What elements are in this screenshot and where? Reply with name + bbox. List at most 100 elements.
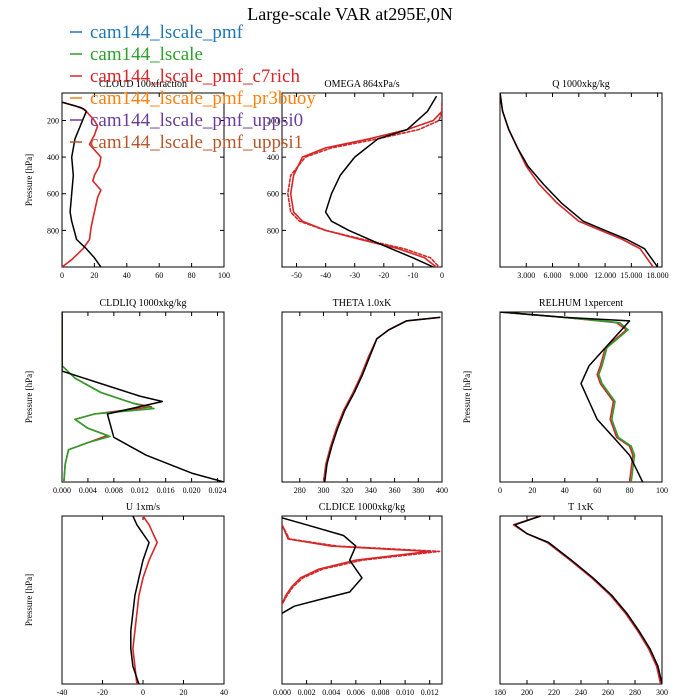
x-tick-label: 0.004: [322, 688, 340, 697]
series-group: [500, 312, 644, 482]
x-tick-label: 100: [218, 271, 230, 280]
x-tick-label: 340: [365, 486, 377, 495]
y-tick-label: 200: [267, 116, 279, 125]
plot-frame: [499, 515, 663, 685]
panel-4: 0.000 0.004 0.008 0.012 0.016 0.020 0.024 CLDLI…: [24, 298, 227, 495]
x-tick-label: 240: [575, 688, 587, 697]
plot-frame: [281, 515, 443, 685]
legend-entry-label: cam144_lscale_pmf_uppsi1: [90, 132, 303, 153]
x-tick-label: 200: [521, 688, 533, 697]
x-tick-label: -30: [349, 271, 360, 280]
series-line-3: [282, 517, 363, 615]
series-line-1: [512, 516, 662, 684]
panel-title: THETA 1.0xK: [333, 298, 392, 309]
x-tick-label: 60: [593, 486, 601, 495]
x-tick-label: 80: [626, 486, 634, 495]
x-tick-label: 0: [498, 486, 502, 495]
x-tick-label: 380: [412, 486, 424, 495]
y-axis-label: Pressure [hPa]: [24, 371, 34, 423]
x-tick-label: 12.000: [594, 271, 616, 280]
plot-frame: [61, 515, 225, 685]
panel-6: 0 20 40 60 80 100 RELHUM 1xpercent Pressure [hP…: [462, 298, 668, 495]
x-tick-label: -10: [408, 271, 419, 280]
x-tick-label: 180: [494, 688, 506, 697]
x-tick-label: 0: [60, 271, 64, 280]
y-tick-label: 800: [47, 226, 59, 235]
series-line-2: [286, 101, 442, 267]
x-tick-label: 20: [528, 486, 536, 495]
panel-title: U 1xm/s: [126, 502, 160, 513]
x-tick-label: 40: [561, 486, 569, 495]
series-line-1: [289, 101, 442, 267]
x-tick-label: 9.000: [570, 271, 588, 280]
plot-frame: [499, 92, 663, 268]
x-tick-label: 6.000: [544, 271, 562, 280]
series-line-1: [500, 312, 634, 482]
x-tick-label: 0.016: [157, 486, 175, 495]
y-axis-label: Pressure [hPa]: [24, 574, 34, 626]
x-tick-label: 40: [123, 271, 131, 280]
series-line-2: [282, 523, 441, 606]
x-tick-label: 400: [436, 486, 448, 495]
x-tick-label: 300: [656, 688, 668, 697]
panel-title: T 1xK: [568, 502, 594, 513]
panel-9: 180 200 220 240 260 280 300 T 1xK: [494, 502, 668, 697]
x-tick-label: 280: [294, 486, 306, 495]
x-tick-label: 0: [141, 688, 145, 697]
legend-entry-label: cam144_lscale_pmf_pr3buoy: [90, 88, 316, 109]
x-tick-label: 320: [341, 486, 353, 495]
legend-entry-label: cam144_lscale_pmf: [90, 22, 244, 43]
x-tick-label: -40: [320, 271, 331, 280]
x-tick-label: 0.012: [131, 486, 149, 495]
panel-title: Q 1000xkg/kg: [552, 79, 610, 90]
series-line-2: [514, 516, 662, 684]
panel-8: 0.000 0.002 0.004 0.006 0.008 0.010 0.012 CLDIC…: [273, 502, 443, 697]
series-line-2: [500, 312, 636, 482]
panel-title: CLDLIQ 1000xkg/kg: [100, 298, 187, 309]
series-line-3: [500, 312, 644, 482]
series-group: [282, 517, 441, 615]
x-tick-label: 0: [440, 271, 444, 280]
panel-title: RELHUM 1xpercent: [539, 298, 623, 309]
x-tick-label: 0.002: [298, 688, 316, 697]
figure-title: Large-scale VAR at295E,0N: [247, 4, 452, 24]
x-tick-label: 100: [656, 486, 668, 495]
series-line-2: [323, 316, 441, 482]
x-tick-label: -20: [97, 688, 108, 697]
legend-entry-label: cam144_lscale_pmf_c7rich: [90, 66, 300, 87]
x-tick-label: 300: [317, 486, 329, 495]
x-tick-label: -50: [291, 271, 302, 280]
x-tick-label: 0.008: [371, 688, 389, 697]
x-tick-label: 0.006: [347, 688, 365, 697]
series-line-2: [62, 101, 102, 267]
x-tick-label: 0.000: [273, 688, 291, 697]
y-axis-label: Pressure [hPa]: [462, 371, 472, 423]
y-axis-label: Pressure [hPa]: [24, 154, 34, 206]
series-group: [512, 516, 662, 684]
x-tick-label: 0.024: [209, 486, 227, 495]
panel-title: OMEGA 864xPa/s: [324, 79, 399, 90]
plot-frame: [499, 311, 663, 483]
series-line-2: [500, 93, 659, 267]
panel-1: 0 20 40 60 80 100 200 400 600 800 CLOUD 100xfracti…: [24, 79, 230, 280]
plot-frame: [61, 92, 225, 268]
series-line-1: [62, 312, 153, 482]
x-tick-label: 220: [548, 688, 560, 697]
panel-title: CLOUD 100xfraction: [99, 79, 187, 90]
y-tick-label: 400: [267, 153, 279, 162]
panel-title: CLDICE 1000xkg/kg: [319, 502, 405, 513]
x-tick-label: -20: [378, 271, 389, 280]
x-tick-label: 20: [90, 271, 98, 280]
x-tick-label: 280: [629, 688, 641, 697]
x-tick-label: 360: [389, 486, 401, 495]
x-tick-label: 3.000: [517, 271, 535, 280]
plot-frame: [281, 311, 443, 483]
x-tick-label: 20: [180, 688, 188, 697]
series-group: [286, 95, 442, 267]
legend-entry-label: cam144_lscale: [90, 44, 203, 65]
series-group: [322, 316, 441, 482]
series-line-3: [62, 312, 224, 482]
series-line-1: [322, 316, 441, 482]
